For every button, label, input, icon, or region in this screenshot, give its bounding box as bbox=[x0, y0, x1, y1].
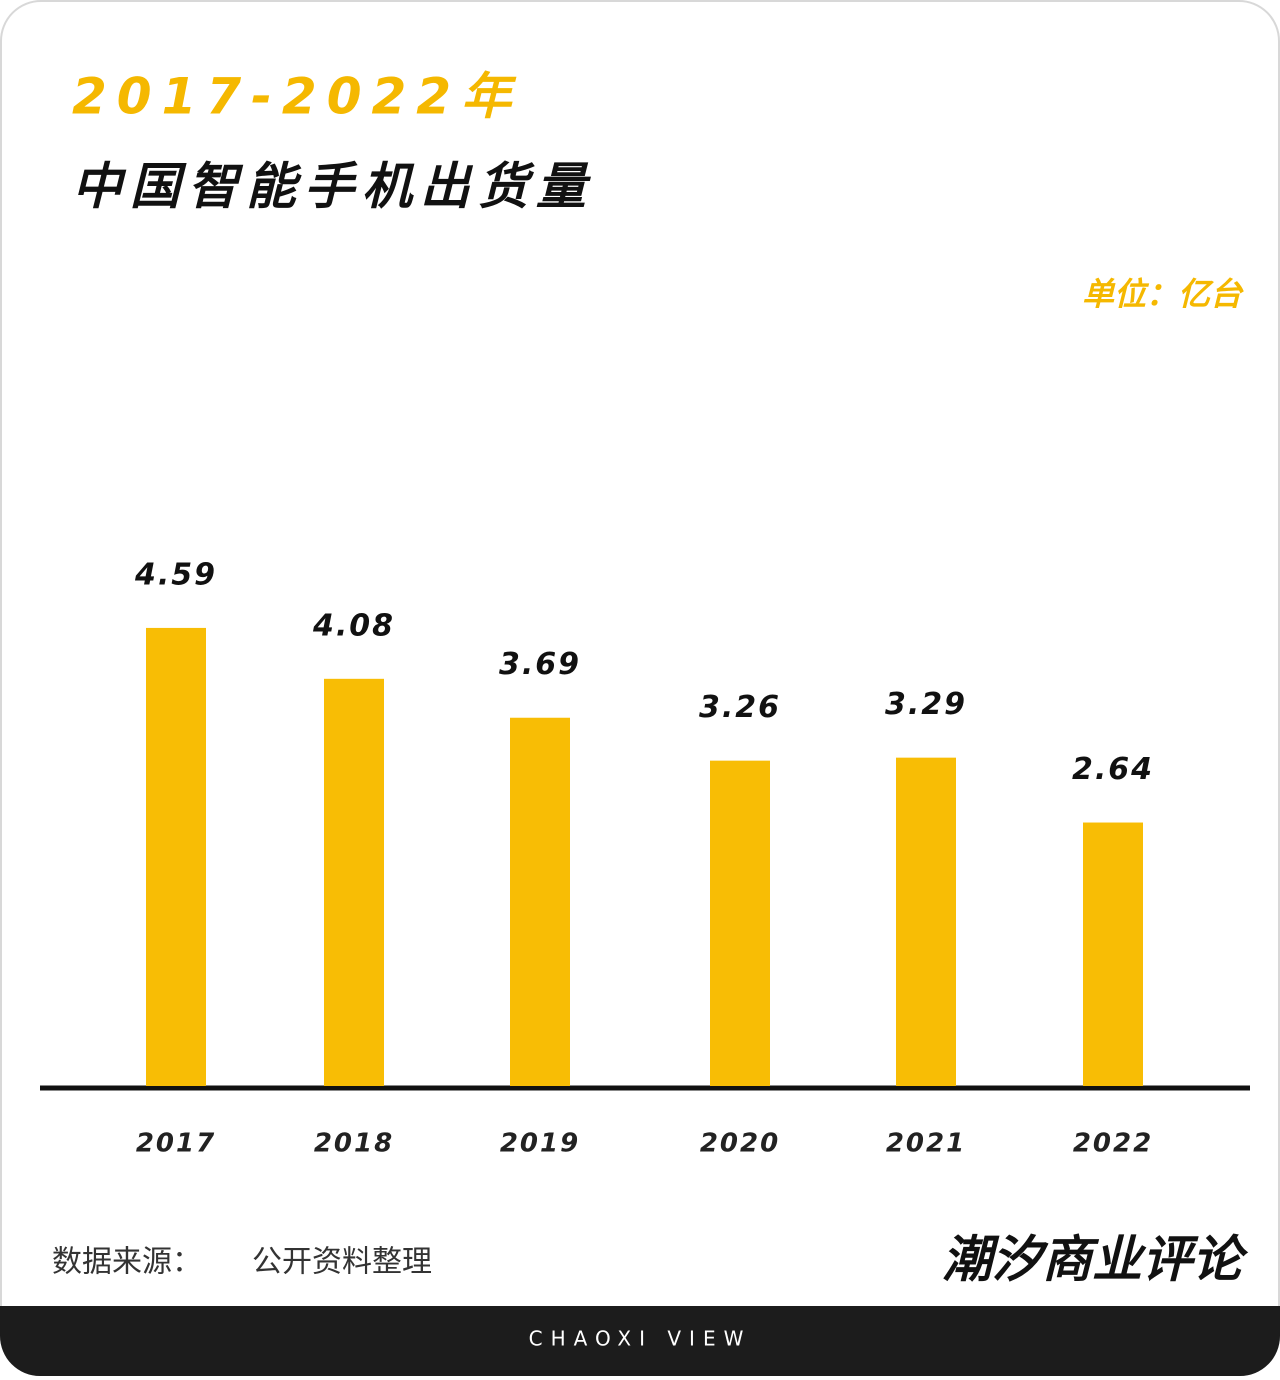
x-tick-label: 2017 bbox=[136, 1129, 216, 1159]
bar bbox=[710, 760, 770, 1086]
bar bbox=[1083, 822, 1143, 1086]
unit-label: 单位：亿台 bbox=[1082, 275, 1244, 313]
chart-subtitle: 中国智能手机出货量 bbox=[72, 158, 594, 216]
x-tick-label: 2022 bbox=[1073, 1129, 1153, 1159]
value-label: 3.26 bbox=[699, 690, 781, 725]
footer-text: CHAOXI VIEW bbox=[529, 1327, 752, 1351]
x-tick-label: 2020 bbox=[700, 1129, 780, 1159]
source-label: 数据来源： bbox=[52, 1245, 202, 1280]
value-label: 4.59 bbox=[134, 557, 217, 592]
bar bbox=[146, 627, 206, 1086]
bar bbox=[324, 678, 384, 1086]
footer-band bbox=[0, 1306, 1280, 1376]
value-label: 4.08 bbox=[312, 608, 395, 643]
x-tick-label: 2021 bbox=[886, 1129, 966, 1159]
x-tick-label: 2019 bbox=[500, 1129, 580, 1159]
value-label: 3.29 bbox=[885, 687, 967, 722]
value-label: 3.69 bbox=[499, 647, 581, 682]
value-label: 2.64 bbox=[1072, 752, 1154, 787]
x-tick-label: 2018 bbox=[314, 1129, 394, 1159]
chart-title: 2017-2022年 bbox=[72, 68, 521, 126]
source: 公开资料整理 bbox=[252, 1245, 432, 1280]
bar bbox=[896, 757, 956, 1086]
brand: 潮汐商业评论 bbox=[942, 1231, 1249, 1289]
bar bbox=[510, 717, 570, 1086]
